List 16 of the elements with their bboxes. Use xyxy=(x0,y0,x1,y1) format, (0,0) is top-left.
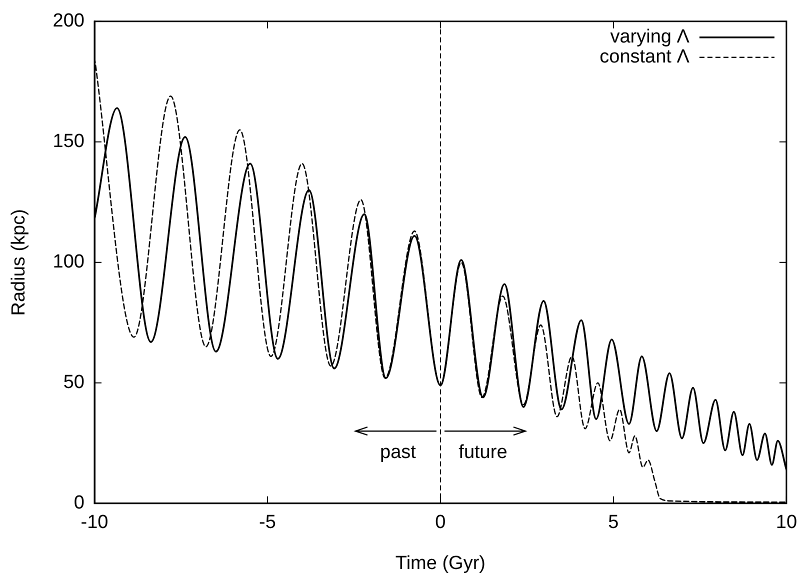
x-tick-label: -10 xyxy=(80,512,108,534)
legend-label: constant Λ xyxy=(600,46,690,68)
annotation: past xyxy=(380,442,417,463)
x-tick-label: 0 xyxy=(435,512,446,534)
y-tick-label: 50 xyxy=(63,372,84,394)
x-tick-label: 5 xyxy=(608,512,619,534)
y-tick-label: 100 xyxy=(52,252,84,273)
x-axis-title: Time (Gyr) xyxy=(395,552,486,574)
annotation: future xyxy=(458,442,508,463)
y-axis-title: Radius (kpc) xyxy=(8,209,30,316)
y-tick-label: 150 xyxy=(52,131,84,152)
y-tick-label: 0 xyxy=(74,492,84,514)
y-tick-label: 200 xyxy=(52,10,84,32)
x-tick-label: -5 xyxy=(259,512,276,534)
legend-label: varying Λ xyxy=(610,26,690,48)
x-tick-label: 10 xyxy=(776,512,798,534)
